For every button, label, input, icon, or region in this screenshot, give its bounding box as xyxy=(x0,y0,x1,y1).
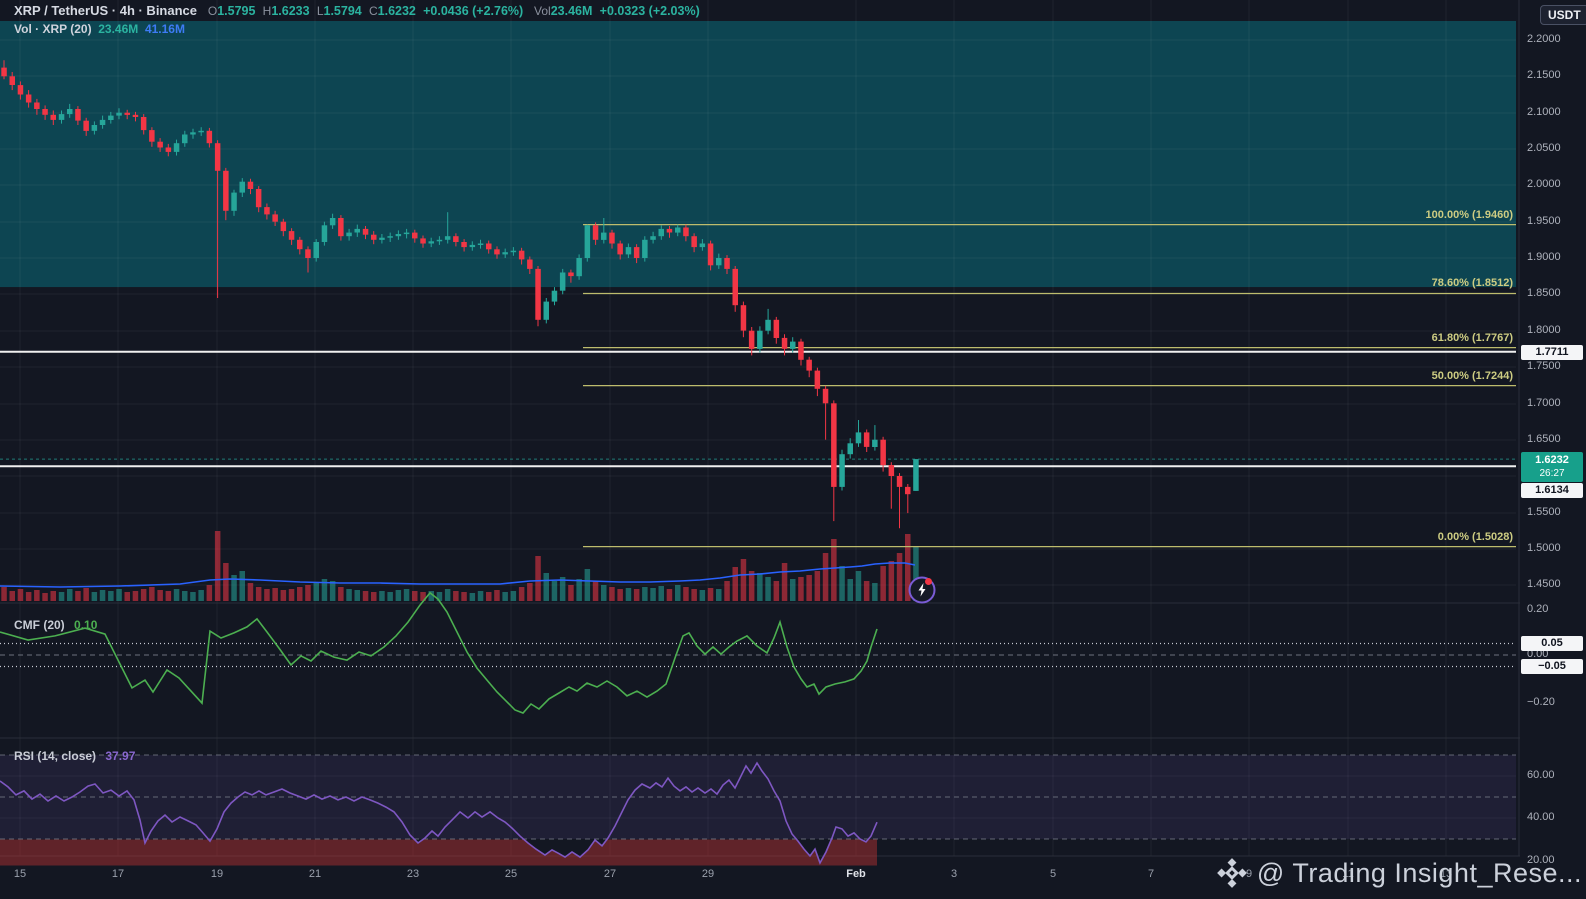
axis-label-0.00: 0.00 xyxy=(1527,648,1549,660)
cmf-pane xyxy=(0,591,1516,714)
time-label-5: 5 xyxy=(1049,868,1057,880)
horizontal-lines xyxy=(0,350,1516,468)
vol-value: 23.46M xyxy=(550,4,593,18)
watermark: @ Trading Insight_Rese... xyxy=(1215,856,1582,890)
axis-label-1.5500: 1.5500 xyxy=(1527,506,1561,518)
axis-label-1.7500: 1.7500 xyxy=(1527,360,1561,372)
symbol-legend[interactable]: XRP / TetherUS · 4h · Binance O1.5795 H1… xyxy=(14,3,700,18)
time-label-19: 19 xyxy=(210,868,224,880)
lightning-stamp-marker[interactable] xyxy=(908,576,936,604)
volume-bars xyxy=(1,531,919,601)
axis-label-2.1500: 2.1500 xyxy=(1527,69,1561,81)
rsi-indicator-legend[interactable]: RSI (14, close) 37.97 xyxy=(14,749,135,763)
symbol-title: XRP / TetherUS · 4h · Binance xyxy=(14,3,198,18)
time-label-13: 13 xyxy=(1439,868,1453,880)
volume-legend-value: 23.46M xyxy=(98,22,139,36)
time-label-27: 27 xyxy=(603,868,617,880)
time-label-21: 21 xyxy=(308,868,322,880)
cmf-line xyxy=(0,591,878,714)
fib-retracement xyxy=(583,224,1516,548)
watermark-text: @ Trading Insight_Rese... xyxy=(1256,857,1582,888)
candles xyxy=(1,60,919,529)
time-label-23: 23 xyxy=(406,868,420,880)
binance-diamond-logo-icon xyxy=(1215,856,1249,890)
close-value: 1.6232 xyxy=(377,4,416,18)
time-label-25: 25 xyxy=(504,868,518,880)
price-tag-1.6134: 1.6134 xyxy=(1521,483,1583,498)
pane-separators xyxy=(0,0,1586,857)
cmf-label: CMF (20) xyxy=(14,618,65,632)
time-label-17: 17 xyxy=(111,868,125,880)
axis-label-1.5000: 1.5000 xyxy=(1527,542,1561,554)
axis-label-1.7000: 1.7000 xyxy=(1527,397,1561,409)
axis-label-1.4500: 1.4500 xyxy=(1527,578,1561,590)
volume-indicator-legend[interactable]: Vol · XRP (20) 23.46M 41.16M xyxy=(14,22,185,36)
open-value: 1.5795 xyxy=(217,4,256,18)
volume-ma xyxy=(0,562,916,588)
cmf-value: 0.10 xyxy=(74,618,98,632)
low-value: 1.5794 xyxy=(323,4,362,18)
vol-label: Vol xyxy=(534,4,551,18)
time-label-3: 3 xyxy=(950,868,958,880)
price-tag-−0.05: −0.05 xyxy=(1521,659,1583,674)
axis-label-1.8500: 1.8500 xyxy=(1527,287,1561,299)
rsi-label: RSI (14, close) xyxy=(14,749,97,763)
time-label-15: 15 xyxy=(13,868,27,880)
axis-label-1.9500: 1.9500 xyxy=(1527,215,1561,227)
axis-label-1.6500: 1.6500 xyxy=(1527,433,1561,445)
rsi-line xyxy=(0,761,878,865)
volume-ma-value: 41.16M xyxy=(144,22,185,36)
close-label: C xyxy=(368,4,378,18)
fib-label-1.5028[interactable]: 0.00% (1.5028) xyxy=(1437,530,1513,543)
axis-label-20.00: 20.00 xyxy=(1527,854,1555,866)
axis-label-2.0500: 2.0500 xyxy=(1527,142,1561,154)
price-tag-1.7711: 1.7711 xyxy=(1521,345,1583,360)
open-label: O xyxy=(207,4,218,18)
volume-legend-label: Vol · XRP (20) xyxy=(14,22,92,36)
time-label-11: 11 xyxy=(1342,868,1354,880)
price-tag-1.6232: 1.6232 26:27 xyxy=(1521,452,1583,482)
fib-label-1.946[interactable]: 100.00% (1.9460) xyxy=(1425,208,1513,221)
axis-label-1.9000: 1.9000 xyxy=(1527,251,1561,263)
cmf-indicator-legend[interactable]: CMF (20) 0.10 xyxy=(14,618,97,632)
axis-label-1.8000: 1.8000 xyxy=(1527,324,1561,336)
countdown-timer: 26:27 xyxy=(1539,468,1565,479)
change-value: +0.0436 (+2.76%) xyxy=(423,4,524,18)
axis-label-0.20: 0.20 xyxy=(1527,603,1549,615)
fib-label-1.8512[interactable]: 78.60% (1.8512) xyxy=(1431,277,1513,290)
high-value: 1.6233 xyxy=(271,4,310,18)
time-label-9: 9 xyxy=(1245,868,1253,880)
price-tag-0.05: 0.05 xyxy=(1521,636,1583,651)
rsi-pane xyxy=(0,754,1516,866)
axis-label-−0.20: −0.20 xyxy=(1527,696,1555,708)
vol-change-value: +0.0323 (+2.03%) xyxy=(599,4,700,18)
high-label: H xyxy=(262,4,272,18)
teal-highlight-zone xyxy=(0,21,1516,288)
fib-label-1.7767[interactable]: 61.80% (1.7767) xyxy=(1431,331,1513,344)
fib-label-1.7244[interactable]: 50.00% (1.7244) xyxy=(1431,369,1513,382)
time-label-29: 29 xyxy=(701,868,715,880)
rsi-value: 37.97 xyxy=(105,749,136,763)
gridlines xyxy=(0,0,1516,856)
currency-toggle-button[interactable]: USDT xyxy=(1540,5,1586,25)
axis-label-40.00: 40.00 xyxy=(1527,811,1555,823)
time-label-7: 7 xyxy=(1147,868,1155,880)
volume-ma-line xyxy=(0,562,916,588)
axis-label-2.0000: 2.0000 xyxy=(1527,178,1561,190)
axis-label-2.2000: 2.2000 xyxy=(1527,33,1561,45)
low-label: L xyxy=(316,4,324,18)
time-label-Feb: Feb xyxy=(846,868,866,880)
axis-label-2.1000: 2.1000 xyxy=(1527,106,1561,118)
axis-label-60.00: 60.00 xyxy=(1527,769,1555,781)
